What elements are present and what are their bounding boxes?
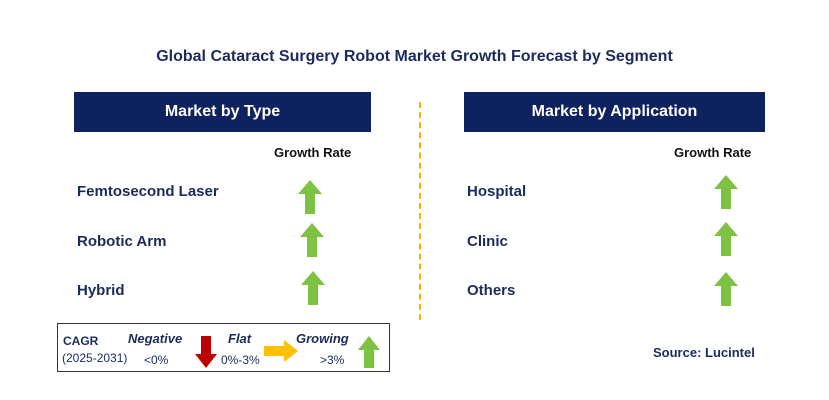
legend-negative-range: <0% <box>144 353 169 367</box>
legend-flat-range: 0%-3% <box>221 353 260 367</box>
legend-growing-range: >3% <box>320 353 345 367</box>
cagr-legend: CAGR (2025-2031) Negative <0% Flat 0%-3%… <box>57 323 390 372</box>
up-arrow-icon <box>714 272 738 306</box>
application-growth-rate-label: Growth Rate <box>674 145 752 160</box>
type-row-robotic-arm: Robotic Arm <box>77 233 167 250</box>
legend-flat-label: Flat <box>228 331 252 346</box>
type-row-hybrid: Hybrid <box>77 282 125 299</box>
up-arrow-icon <box>714 175 738 209</box>
application-panel-header-label: Market by Application <box>531 103 698 120</box>
up-arrow-icon <box>300 223 324 257</box>
page-title: Global Cataract Surgery Robot Market Gro… <box>156 48 673 65</box>
type-panel-header: Market by Type <box>74 92 371 132</box>
up-arrow-icon <box>301 271 325 305</box>
application-panel-header: Market by Application <box>464 92 765 132</box>
application-row-hospital: Hospital <box>467 183 527 200</box>
up-arrow-icon <box>298 180 322 214</box>
type-growth-rate-label: Growth Rate <box>274 145 352 160</box>
type-row-femtosecond-laser: Femtosecond Laser <box>77 183 219 200</box>
up-arrow-icon <box>358 336 380 368</box>
panel-divider <box>419 102 421 320</box>
application-row-others: Others <box>467 282 516 299</box>
legend-cagr-label: CAGR <box>63 334 99 348</box>
source-label: Source: Lucintel <box>653 345 755 360</box>
legend-negative-label: Negative <box>128 331 183 346</box>
up-arrow-icon <box>714 222 738 256</box>
type-panel-header-label: Market by Type <box>164 103 281 120</box>
legend-period: (2025-2031) <box>62 351 128 365</box>
right-arrow-icon <box>264 340 298 362</box>
down-arrow-icon <box>195 336 217 368</box>
application-row-clinic: Clinic <box>467 233 508 250</box>
legend-growing-label: Growing <box>296 331 349 346</box>
